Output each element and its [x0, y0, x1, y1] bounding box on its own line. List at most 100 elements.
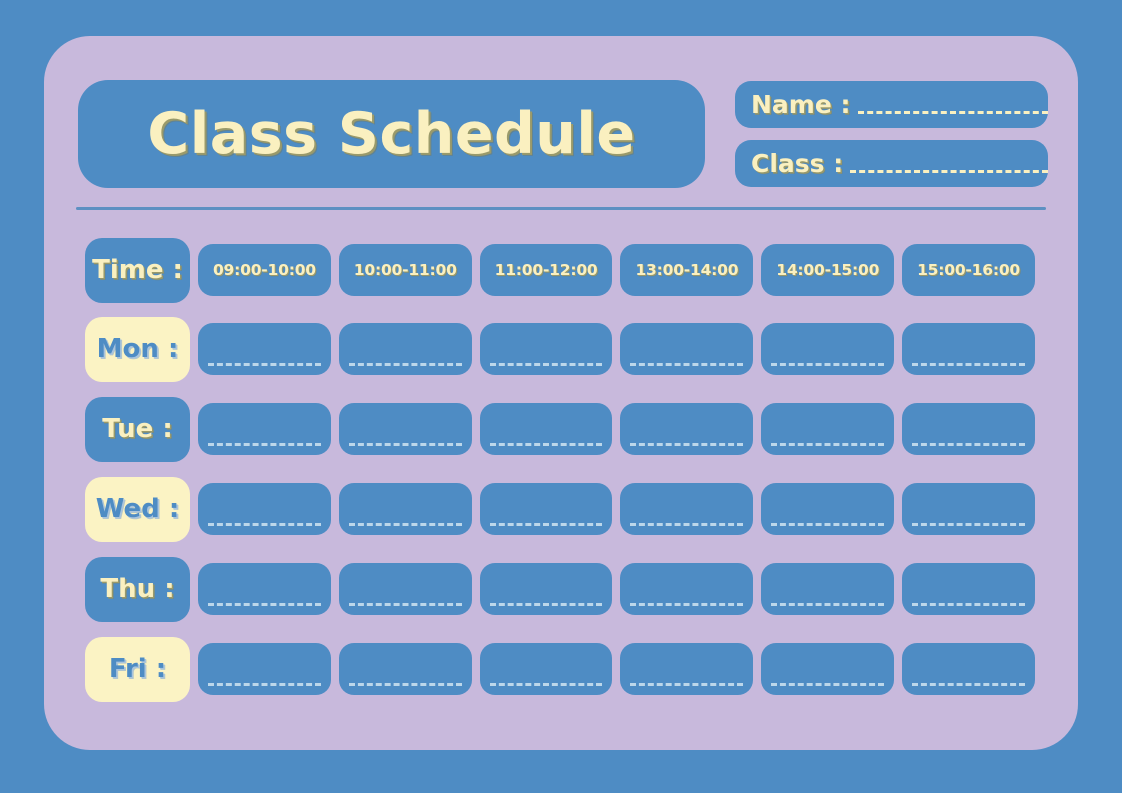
- class-field-label: Class :: [751, 149, 844, 178]
- schedule-row-tue: Tue :: [85, 389, 1035, 469]
- entry-cell[interactable]: [902, 403, 1035, 455]
- entry-cell[interactable]: [479, 643, 613, 695]
- entry-writeline: [208, 363, 321, 366]
- entry-writeline: [912, 683, 1025, 686]
- time-slot-label: 09:00-10:00: [212, 261, 316, 279]
- entry-cell[interactable]: [902, 563, 1035, 615]
- entry-cells-tue: [198, 403, 1035, 455]
- entry-writeline: [912, 523, 1025, 526]
- entry-writeline: [489, 683, 603, 686]
- day-label-tue: Tue :: [102, 414, 173, 444]
- schedule-row-fri: Fri :: [85, 629, 1035, 709]
- entry-writeline: [348, 523, 462, 526]
- day-label-thu: Thu :: [100, 574, 175, 604]
- entry-writeline: [489, 363, 603, 366]
- entry-writeline: [630, 443, 744, 446]
- entry-writeline: [912, 443, 1025, 446]
- entry-cell[interactable]: [620, 563, 754, 615]
- entry-cell[interactable]: [198, 483, 331, 535]
- day-label-mon: Mon :: [96, 334, 179, 364]
- entry-cell[interactable]: [761, 483, 895, 535]
- class-field-writeline[interactable]: [850, 170, 1048, 173]
- entry-writeline: [771, 603, 885, 606]
- header-divider: [76, 207, 1046, 210]
- time-header-label: Time :: [92, 255, 183, 285]
- entry-cell[interactable]: [620, 403, 754, 455]
- schedule-row-wed: Wed :: [85, 469, 1035, 549]
- day-label-cell-fri: Fri :: [85, 636, 190, 702]
- entry-writeline: [489, 523, 603, 526]
- entry-cell[interactable]: [338, 403, 472, 455]
- entry-writeline: [771, 443, 885, 446]
- time-header-label-cell: Time :: [85, 237, 190, 303]
- name-field[interactable]: Name :: [735, 81, 1048, 128]
- entry-cells-thu: [198, 563, 1035, 615]
- time-slot-label: 15:00-16:00: [917, 261, 1021, 279]
- entry-writeline: [489, 443, 603, 446]
- entry-writeline: [912, 603, 1025, 606]
- class-field[interactable]: Class :: [735, 140, 1048, 187]
- entry-writeline: [348, 603, 462, 606]
- time-slot-label: 13:00-14:00: [635, 261, 739, 279]
- entry-cell[interactable]: [338, 643, 472, 695]
- entry-writeline: [348, 683, 462, 686]
- entry-writeline: [208, 523, 321, 526]
- entry-writeline: [771, 363, 885, 366]
- entry-cell[interactable]: [338, 563, 472, 615]
- time-slot-label: 14:00-15:00: [776, 261, 880, 279]
- entry-cell[interactable]: [620, 483, 754, 535]
- time-slot-label: 11:00-12:00: [494, 261, 598, 279]
- student-info-fields: Name : Class :: [735, 81, 1048, 191]
- entry-cell[interactable]: [902, 643, 1035, 695]
- time-slot-cell: 15:00-16:00: [902, 244, 1035, 296]
- entry-cell[interactable]: [479, 563, 613, 615]
- entry-cell[interactable]: [620, 323, 754, 375]
- entry-cells-wed: [198, 483, 1035, 535]
- entry-cell[interactable]: [479, 323, 613, 375]
- name-field-label: Name :: [751, 90, 851, 119]
- entry-cell[interactable]: [902, 323, 1035, 375]
- day-label-cell-tue: Tue :: [85, 396, 190, 462]
- entry-writeline: [489, 603, 603, 606]
- time-slot-label: 10:00-11:00: [353, 261, 457, 279]
- entry-cell[interactable]: [198, 643, 331, 695]
- entry-cell[interactable]: [338, 323, 472, 375]
- entry-cells-mon: [198, 323, 1035, 375]
- entry-cell[interactable]: [620, 643, 754, 695]
- time-slot-cell: 13:00-14:00: [620, 244, 754, 296]
- entry-cell[interactable]: [198, 323, 331, 375]
- schedule-row-mon: Mon :: [85, 309, 1035, 389]
- entry-writeline: [771, 683, 885, 686]
- entry-writeline: [630, 363, 744, 366]
- entry-cell[interactable]: [338, 483, 472, 535]
- name-field-writeline[interactable]: [857, 111, 1048, 114]
- entry-cell[interactable]: [761, 403, 895, 455]
- entry-writeline: [208, 603, 321, 606]
- day-label-cell-thu: Thu :: [85, 556, 190, 622]
- entry-writeline: [348, 443, 462, 446]
- entry-writeline: [348, 363, 462, 366]
- entry-cell[interactable]: [479, 483, 613, 535]
- title-banner: Class Schedule: [78, 80, 705, 188]
- time-slot-cell: 09:00-10:00: [198, 244, 331, 296]
- entry-cell[interactable]: [198, 403, 331, 455]
- entry-writeline: [912, 363, 1025, 366]
- entry-cell[interactable]: [761, 643, 895, 695]
- entry-cell[interactable]: [761, 323, 895, 375]
- page-title: Class Schedule: [147, 101, 636, 167]
- entry-writeline: [630, 683, 744, 686]
- entry-cell[interactable]: [479, 403, 613, 455]
- entry-cell[interactable]: [902, 483, 1035, 535]
- day-label-fri: Fri :: [108, 654, 167, 684]
- entry-writeline: [771, 523, 885, 526]
- schedule-card: Class Schedule Name : Class : Time : 09:…: [44, 36, 1078, 750]
- entry-writeline: [630, 603, 744, 606]
- entry-cells-fri: [198, 643, 1035, 695]
- schedule-grid: Time : 09:00-10:00 10:00-11:00 11:00-12:…: [85, 231, 1035, 709]
- time-header-row: Time : 09:00-10:00 10:00-11:00 11:00-12:…: [85, 231, 1035, 309]
- time-slot-cell: 10:00-11:00: [338, 244, 472, 296]
- entry-writeline: [630, 523, 744, 526]
- entry-cell[interactable]: [198, 563, 331, 615]
- day-label-cell-mon: Mon :: [85, 316, 190, 382]
- entry-cell[interactable]: [761, 563, 895, 615]
